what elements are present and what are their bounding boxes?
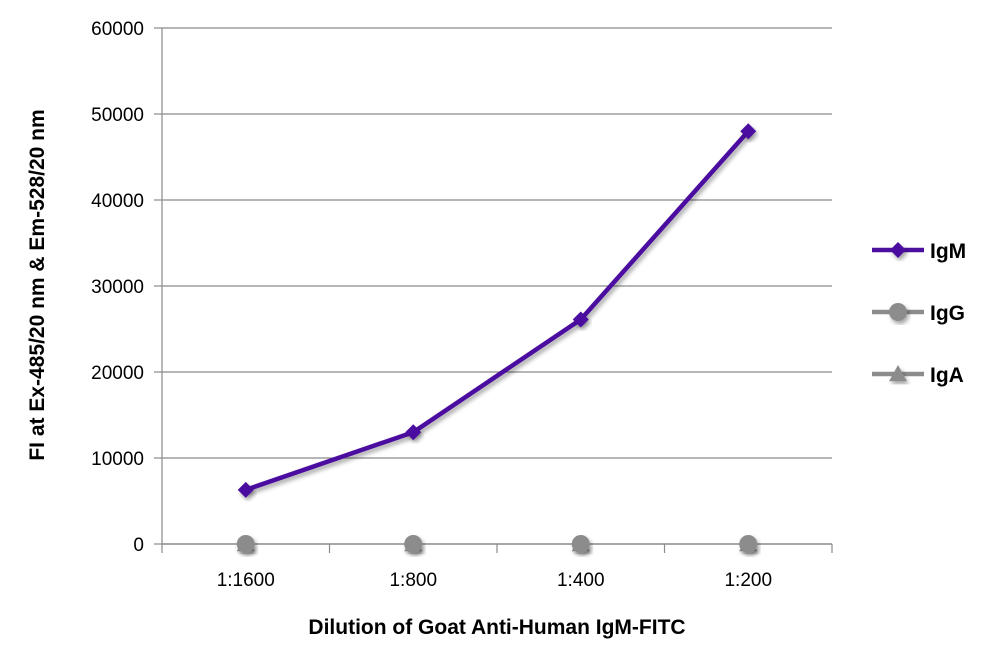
y-tick-labels: 0 10000 20000 30000 40000 50000 60000 [91, 19, 144, 556]
data-point-igm [405, 424, 422, 441]
legend: IgM IgG IgA [872, 240, 966, 387]
y-tick-label: 50000 [91, 105, 144, 126]
legend-label: IgM [930, 240, 966, 263]
gridlines [154, 27, 832, 545]
legend-item-igg: IgG [872, 302, 965, 325]
y-axis-title: FI at Ex-485/20 nm & Em-528/20 nm [26, 109, 49, 460]
data-point-igm [572, 311, 589, 328]
data-point-igg [739, 535, 758, 553]
x-tick-labels: 1:1600 1:800 1:400 1:200 [217, 570, 772, 591]
legend-marker [889, 365, 907, 382]
series-group [236, 123, 758, 553]
y-tick-label: 60000 [91, 19, 144, 40]
data-point-igg [236, 535, 255, 553]
series-igg [236, 535, 758, 553]
legend-label: IgG [930, 302, 965, 325]
legend-marker [890, 242, 906, 258]
axes [161, 28, 833, 553]
data-point-igm [740, 123, 757, 140]
series-line-igm [245, 129, 750, 492]
y-tick-label: 40000 [91, 191, 144, 212]
legend-label: IgA [930, 364, 964, 387]
x-tick-label: 1:1600 [217, 570, 275, 591]
y-tick-label: 30000 [91, 277, 144, 298]
legend-item-iga: IgA [872, 364, 964, 387]
y-tick-label: 0 [133, 535, 144, 556]
x-tick-label: 1:200 [724, 570, 772, 591]
x-axis-title: Dilution of Goat Anti-Human IgM-FITC [308, 616, 685, 639]
data-point-igg [404, 535, 423, 553]
legend-marker [889, 303, 907, 321]
data-point-igg [571, 535, 590, 553]
y-tick-label: 10000 [91, 449, 144, 470]
x-tick-label: 1:400 [557, 570, 605, 591]
data-point-igm [237, 481, 254, 498]
series-igm [237, 123, 757, 498]
legend-item-igm: IgM [872, 240, 966, 263]
x-tick-label: 1:800 [389, 570, 437, 591]
y-tick-label: 20000 [91, 363, 144, 384]
